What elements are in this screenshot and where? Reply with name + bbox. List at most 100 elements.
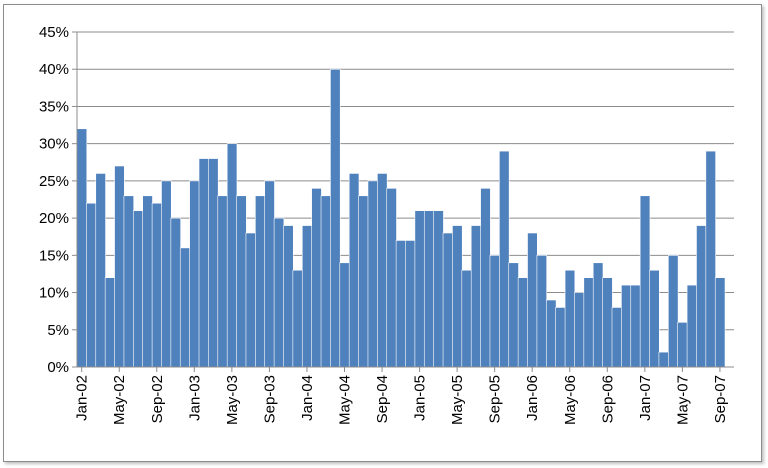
- y-tick-label: 45%: [39, 24, 69, 41]
- x-tick-label: Sep-03: [261, 375, 278, 423]
- bar: [273, 217, 285, 368]
- x-tick-label: Jan-03: [186, 375, 203, 421]
- x-tick-label: Jan-06: [524, 375, 541, 421]
- bar: [461, 269, 472, 368]
- bar: [123, 195, 135, 368]
- bar: [189, 180, 200, 368]
- bar: [536, 255, 547, 368]
- x-tick-label: Jan-07: [637, 375, 654, 421]
- y-tick-label: 5%: [47, 322, 69, 339]
- bar: [480, 188, 491, 368]
- bar: [179, 247, 191, 368]
- x-tick-label: Jan-02: [74, 375, 91, 421]
- bar: [649, 269, 660, 368]
- bar: [555, 307, 566, 368]
- y-tick-labels: 0% 5% 10% 15% 20% 25% 30% 35% 40% 45%: [39, 24, 69, 376]
- bar: [236, 195, 247, 368]
- bar: [564, 269, 576, 368]
- x-tick-label: Sep-07: [712, 375, 729, 423]
- bar: [508, 262, 519, 368]
- bar: [592, 262, 604, 368]
- bar: [696, 225, 707, 368]
- bar: [442, 232, 454, 368]
- x-tick-labels: Jan-02 May-02 Sep-02 Jan-03 May-03 Sep-03 Jan-…: [74, 375, 729, 425]
- bar: [639, 195, 651, 368]
- bar: [574, 292, 585, 368]
- y-tick-label: 0%: [47, 359, 69, 376]
- x-tick-label: Sep-04: [374, 375, 391, 423]
- y-tick-label: 40%: [39, 61, 69, 78]
- bar: [705, 150, 716, 368]
- bar: [226, 143, 238, 368]
- bar: [630, 284, 641, 368]
- bar: [667, 255, 679, 368]
- x-tick-label: Sep-05: [487, 375, 504, 423]
- bar: [395, 240, 407, 368]
- bar: [264, 180, 275, 368]
- bar: [677, 322, 688, 368]
- bar: [358, 195, 369, 368]
- bar: [658, 351, 669, 368]
- bar: [386, 188, 397, 368]
- bar: [151, 202, 163, 368]
- bar: [602, 277, 613, 368]
- bar: [114, 165, 125, 368]
- x-tick-label: Jan-04: [299, 375, 316, 421]
- bar: [489, 255, 501, 368]
- bar: [142, 195, 153, 368]
- x-tick-label: Sep-06: [599, 375, 616, 423]
- bar: [499, 150, 510, 368]
- x-tick-label: Sep-02: [149, 375, 166, 423]
- bar: [86, 202, 97, 368]
- bar: [311, 188, 322, 368]
- y-tick-label: 15%: [39, 247, 69, 264]
- x-tick-label: May-07: [674, 375, 691, 425]
- bar: [517, 277, 529, 368]
- bar: [686, 284, 698, 368]
- bar: [470, 225, 482, 368]
- bar: [527, 232, 538, 368]
- bar: [433, 210, 444, 368]
- bar: [255, 195, 266, 368]
- bar: [377, 173, 388, 368]
- bar: [292, 269, 303, 368]
- bar: [95, 173, 106, 368]
- bar: [76, 128, 88, 368]
- bar: [583, 277, 594, 368]
- y-tick-label: 25%: [39, 173, 69, 190]
- bar: [245, 232, 257, 368]
- x-tick-label: May-05: [449, 375, 466, 425]
- bar: [104, 277, 116, 368]
- x-tick-label: Jan-05: [412, 375, 429, 421]
- bar: [320, 195, 332, 368]
- y-tick-label: 30%: [39, 136, 69, 153]
- y-tick-label: 35%: [39, 98, 69, 115]
- bar: [170, 217, 181, 368]
- bar: [217, 195, 228, 368]
- x-tick-label: May-03: [224, 375, 241, 425]
- bar: [208, 158, 219, 368]
- bar: [301, 225, 313, 368]
- bar: [621, 284, 632, 368]
- bar: [161, 180, 172, 368]
- bars: [76, 68, 726, 368]
- x-tick-label: May-06: [562, 375, 579, 425]
- x-tick-label: May-04: [336, 375, 353, 425]
- bar: [339, 262, 350, 368]
- x-tick-label: May-02: [111, 375, 128, 425]
- bar: [545, 299, 557, 368]
- bar: [452, 225, 463, 368]
- bar: [405, 240, 416, 368]
- bar: [133, 210, 144, 368]
- bar: [414, 210, 425, 368]
- bar: [611, 307, 623, 368]
- y-tick-label: 20%: [39, 210, 69, 227]
- bar: [348, 173, 360, 368]
- bar: [330, 68, 341, 368]
- bar: [367, 180, 379, 368]
- axes: [76, 32, 734, 372]
- bar: [714, 277, 726, 368]
- bar: [283, 225, 294, 368]
- bar: [423, 210, 435, 368]
